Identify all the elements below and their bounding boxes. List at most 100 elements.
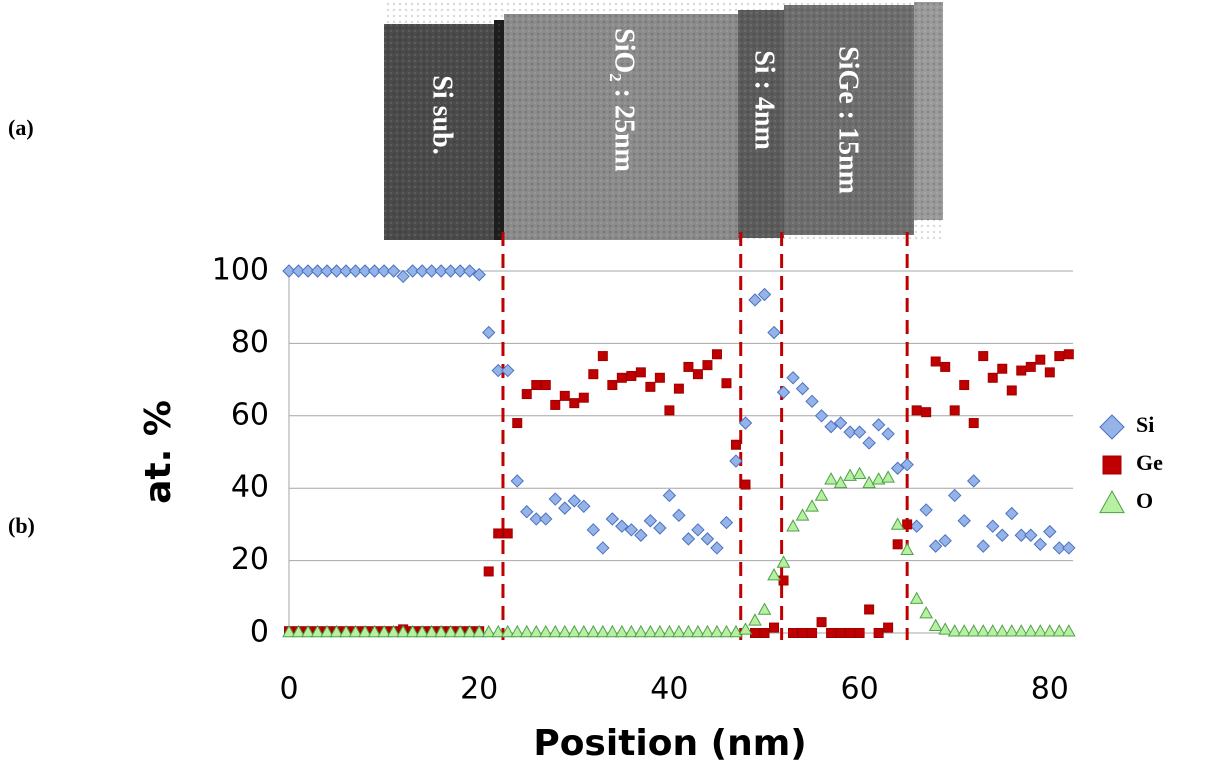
si-point xyxy=(443,264,458,278)
si-point xyxy=(415,264,429,278)
o-point xyxy=(672,624,686,638)
x-tick-label: 20 xyxy=(460,672,498,707)
si-point xyxy=(928,539,943,553)
ge-point xyxy=(654,372,665,383)
o-point xyxy=(443,624,458,638)
o-point xyxy=(1014,624,1029,637)
si-point xyxy=(405,264,420,278)
si-point xyxy=(462,264,477,278)
o-point xyxy=(738,622,753,635)
o-point xyxy=(548,624,563,638)
o-point xyxy=(605,624,620,638)
x-tick-label: 80 xyxy=(1031,672,1069,707)
o-point xyxy=(624,624,639,638)
o-point xyxy=(462,624,477,638)
si-point xyxy=(862,436,876,450)
si-point xyxy=(938,533,952,548)
o-point xyxy=(396,624,410,638)
ge-point xyxy=(1054,351,1065,362)
o-point xyxy=(310,624,325,638)
ge-point xyxy=(721,378,732,389)
o-point xyxy=(643,624,658,638)
o-point xyxy=(500,624,515,638)
image-label: Si : 4nm xyxy=(749,50,780,150)
o-point xyxy=(576,624,591,638)
panel-label: (a) xyxy=(8,115,34,140)
x-axis-title: Position (nm) xyxy=(533,723,806,764)
o-point xyxy=(871,472,886,485)
o-point xyxy=(938,622,953,635)
si-point xyxy=(291,264,306,278)
si-point xyxy=(653,521,667,535)
ge-point xyxy=(483,566,494,577)
o-point xyxy=(719,624,734,638)
si-point xyxy=(967,474,981,488)
si-point xyxy=(757,287,772,302)
ge-point xyxy=(959,380,970,391)
si-point xyxy=(710,541,724,555)
si-point xyxy=(377,264,391,278)
o-point xyxy=(748,613,762,626)
si-point xyxy=(386,264,401,278)
ge-point xyxy=(493,528,504,539)
si-point xyxy=(310,264,325,278)
ge-point xyxy=(778,575,789,586)
ge-point xyxy=(845,628,856,638)
si-point xyxy=(881,427,895,441)
o-point xyxy=(662,624,677,638)
ge-point xyxy=(740,479,751,490)
ge-point xyxy=(807,628,818,638)
image-label: Si sub. xyxy=(427,75,458,154)
ge-point xyxy=(502,528,513,539)
o-point xyxy=(453,624,468,638)
ge-point xyxy=(911,405,922,416)
ge-point xyxy=(635,367,646,378)
si-point xyxy=(1024,528,1038,542)
o-point xyxy=(700,624,715,638)
ge-point xyxy=(769,622,780,633)
si-point xyxy=(852,425,867,439)
image-label: SiO₂ : 25nm xyxy=(609,28,640,172)
si-point xyxy=(824,419,838,434)
ge-point xyxy=(521,389,532,400)
si-point xyxy=(634,528,648,542)
si-point xyxy=(348,264,363,278)
o-point xyxy=(985,624,1000,637)
si-point xyxy=(748,293,762,307)
o-point xyxy=(282,624,296,638)
si-point xyxy=(424,264,439,278)
ge-point xyxy=(1016,365,1027,376)
y-tick-label: 40 xyxy=(231,470,269,505)
o-point xyxy=(377,624,391,638)
ge-point xyxy=(1035,354,1046,365)
ge-point xyxy=(826,628,837,638)
ge-point xyxy=(626,370,637,381)
si-point xyxy=(301,264,315,278)
legend-label: O xyxy=(1136,488,1153,513)
o-point xyxy=(833,475,848,489)
si-point xyxy=(558,501,572,515)
legend-label: Ge xyxy=(1136,450,1163,475)
o-point xyxy=(890,517,905,530)
ge-point xyxy=(616,372,627,383)
ge-point xyxy=(797,628,808,638)
legend-marker xyxy=(1099,489,1125,514)
ge-point xyxy=(550,399,561,410)
legend-marker xyxy=(1102,455,1122,475)
o-point xyxy=(519,624,534,638)
ge-point xyxy=(569,398,580,409)
si-point xyxy=(472,267,486,282)
si-point xyxy=(776,385,791,399)
si-point xyxy=(624,523,639,537)
ge-point xyxy=(997,363,1008,374)
o-point xyxy=(491,624,506,638)
x-tick-label: 40 xyxy=(650,672,688,707)
x-tick-label: 0 xyxy=(279,672,298,707)
si-point xyxy=(691,523,705,537)
ge-point xyxy=(978,351,989,362)
y-tick-label: 20 xyxy=(231,542,269,577)
ge-point xyxy=(730,439,741,450)
o-point xyxy=(615,624,629,638)
si-point xyxy=(805,394,819,409)
